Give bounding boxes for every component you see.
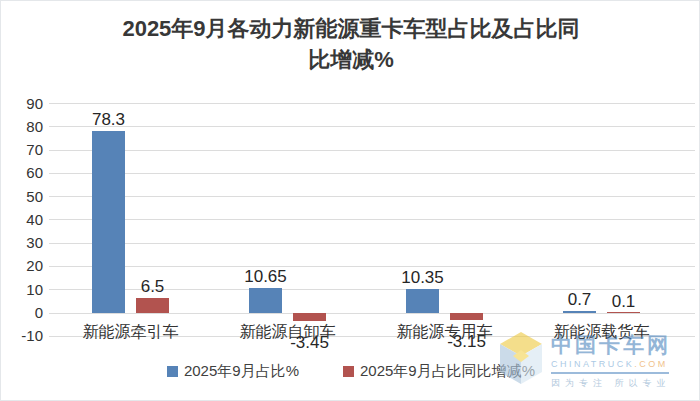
chart-legend: 2025年9月占比% 2025年9月占比同比增减% — [1, 362, 700, 381]
gridline-50 — [49, 196, 695, 197]
legend-label: 2025年9月占比同比增减% — [360, 362, 535, 381]
bar-series1-cat2 — [249, 288, 282, 313]
gridline-70 — [49, 150, 695, 151]
data-label-series1-cat2: 10.65 — [226, 267, 306, 287]
bar-series2-cat1 — [136, 298, 169, 313]
x-axis-label-1: 新能源牵引车 — [53, 323, 209, 341]
y-axis-tick-20: 20 — [1, 257, 43, 275]
gridline-60 — [49, 173, 695, 174]
legend-item-2: 2025年9月占比同比增减% — [343, 362, 535, 381]
y-axis-tick-50: 50 — [1, 188, 43, 206]
gridline-20 — [49, 266, 695, 267]
data-label-series2-cat1: 6.5 — [113, 277, 193, 297]
y-axis-tick--10: -10 — [1, 327, 43, 345]
x-axis-label-3: 新能源专用车 — [367, 323, 523, 341]
y-axis-tick-70: 70 — [1, 141, 43, 159]
plot-area: 9080706050403020100-1078.310.6510.350.76… — [1, 1, 699, 400]
legend-swatch-icon — [167, 366, 178, 377]
x-axis-label-4: 新能源载货车 — [524, 323, 680, 341]
y-axis-tick-90: 90 — [1, 95, 43, 113]
data-label-series2-cat4: 0.1 — [584, 292, 664, 312]
y-axis-tick-0: 0 — [1, 304, 43, 322]
x-axis-label-2: 新能源自卸车 — [210, 323, 366, 341]
y-axis-tick-40: 40 — [1, 211, 43, 229]
chart-screenshot: 2025年9月各动力新能源重卡车型占比及占比同 比增减% 90807060504… — [0, 0, 700, 401]
legend-item-1: 2025年9月占比% — [167, 362, 299, 381]
bar-series2-cat3 — [450, 313, 483, 320]
legend-swatch-icon — [343, 366, 354, 377]
legend-label: 2025年9月占比% — [184, 362, 299, 381]
bar-series2-cat2 — [293, 313, 326, 321]
data-label-series1-cat3: 10.35 — [383, 268, 463, 288]
gridline-30 — [49, 243, 695, 244]
bar-series1-cat3 — [406, 289, 439, 313]
data-label-series1-cat1: 78.3 — [69, 110, 149, 130]
y-axis-tick-10: 10 — [1, 281, 43, 299]
gridline-40 — [49, 219, 695, 220]
gridline-90 — [49, 103, 695, 104]
y-axis-tick-80: 80 — [1, 118, 43, 136]
y-axis-tick-60: 60 — [1, 164, 43, 182]
y-axis-tick-30: 30 — [1, 234, 43, 252]
